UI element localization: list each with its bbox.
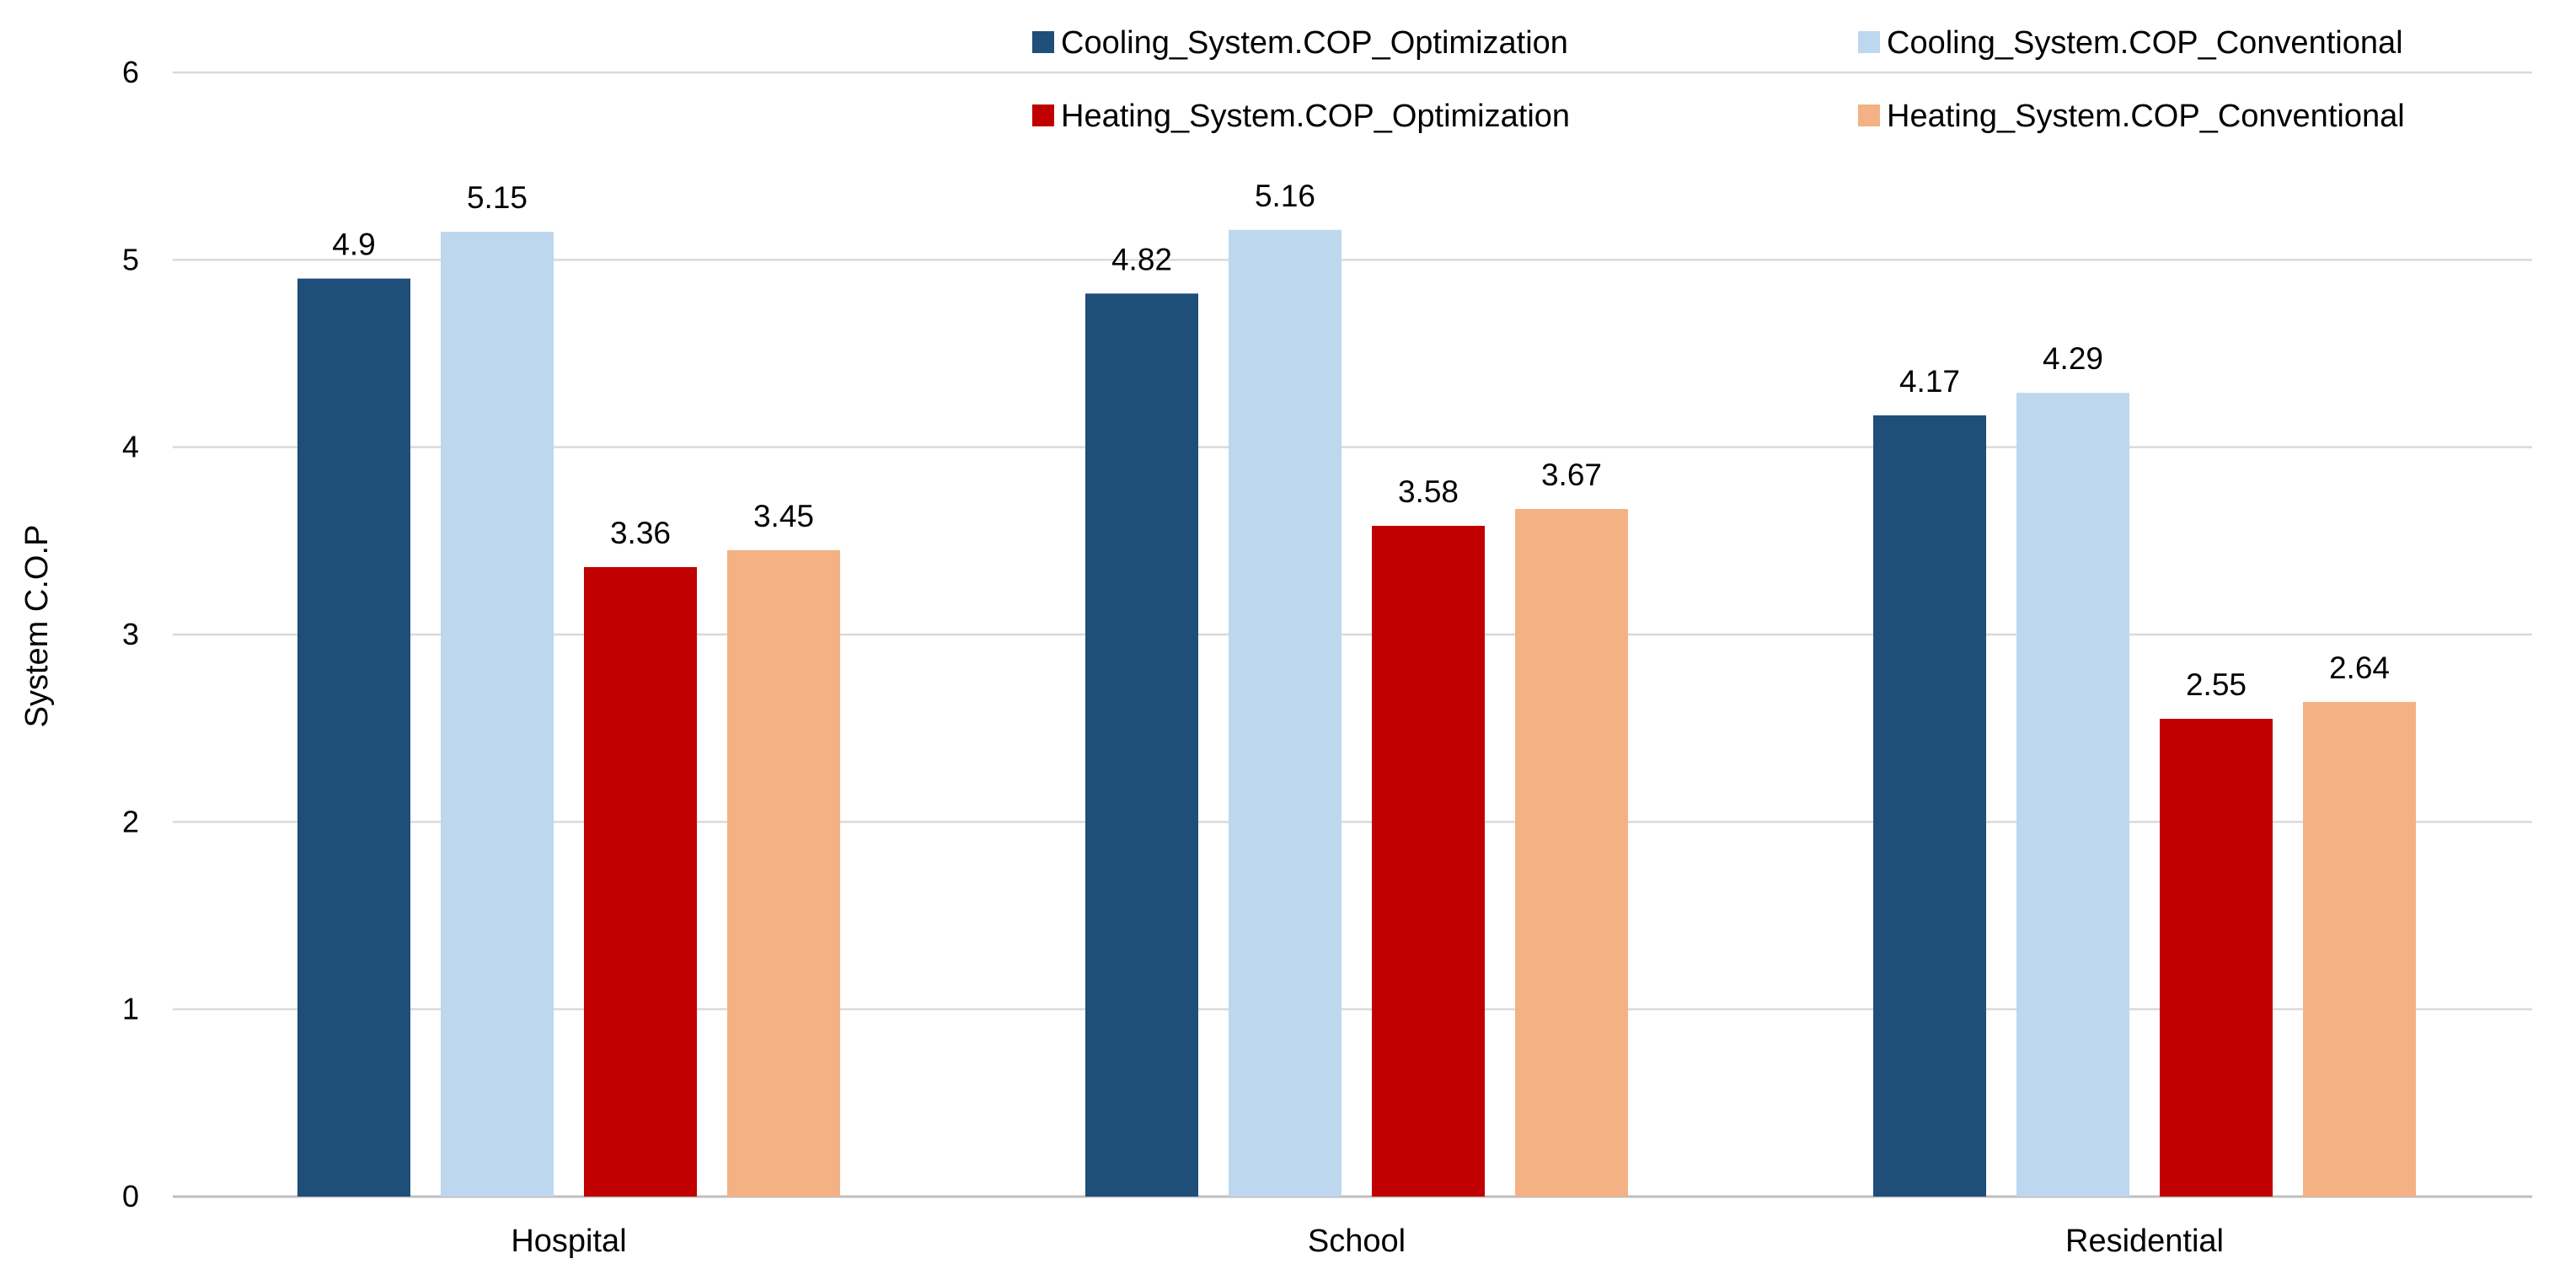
legend-swatch	[1032, 104, 1054, 126]
data-label: 3.58	[1398, 474, 1459, 509]
data-label: 3.45	[753, 499, 814, 533]
y-axis-title: System C.O.P	[19, 525, 55, 728]
y-tick-label: 6	[122, 55, 139, 89]
bar-heating-system-cop-conventional-hospital	[727, 549, 840, 1197]
data-label: 3.36	[610, 516, 671, 550]
bar-cooling-system-cop-conventional-hospital	[441, 231, 554, 1197]
legend-swatch	[1858, 31, 1880, 53]
gridlines	[173, 71, 2532, 1198]
x-category-label: School	[1308, 1224, 1406, 1259]
legend: Cooling_System.COP_Optimization Cooling_S…	[1032, 25, 2405, 134]
legend-label: Heating_System.COP_Conventional	[1887, 99, 2405, 134]
bar-cooling-system-cop-optimization-hospital	[297, 278, 410, 1197]
bar-cooling-system-cop-optimization-residential	[1873, 415, 1986, 1197]
y-tick-label: 1	[122, 992, 139, 1026]
axes: System C.O.P 0 1 2 3 4 5 6 Hospital School Reside…	[19, 55, 2224, 1259]
data-label: 5.16	[1255, 179, 1315, 213]
bar-heating-system-cop-conventional-residential	[2303, 702, 2416, 1197]
data-label: 4.17	[1899, 364, 1960, 399]
bar-cooling-system-cop-optimization-school	[1085, 293, 1198, 1197]
y-tick-label: 2	[122, 804, 139, 838]
legend-label: Heating_System.COP_Optimization	[1061, 99, 1570, 134]
legend-label: Cooling_System.COP_Optimization	[1061, 25, 1568, 61]
data-label: 3.67	[1541, 458, 1602, 492]
bar-heating-system-cop-optimization-residential	[2160, 719, 2273, 1197]
bar-heating-system-cop-optimization-school	[1372, 526, 1485, 1197]
legend-swatch	[1858, 104, 1880, 126]
bar-cooling-system-cop-conventional-school	[1229, 229, 1342, 1197]
bar-heating-system-cop-conventional-school	[1515, 509, 1628, 1197]
data-label: 2.64	[2329, 651, 2390, 685]
data-label: 5.15	[467, 180, 528, 215]
legend-label: Cooling_System.COP_Conventional	[1887, 25, 2403, 61]
data-label: 2.55	[2186, 667, 2247, 702]
bar-cooling-system-cop-conventional-residential	[2016, 393, 2129, 1197]
data-label: 4.9	[332, 228, 375, 262]
y-tick-label: 3	[122, 617, 139, 651]
data-label: 4.82	[1111, 242, 1172, 276]
x-category-label: Residential	[2065, 1224, 2224, 1259]
y-tick-label: 4	[122, 430, 139, 464]
bars	[297, 229, 2416, 1197]
data-labels: 4.9 4.82 4.17 5.15 5.16 4.29 3.36 3.58 2.55 3.45 3…	[332, 179, 2390, 702]
y-tick-label: 5	[122, 242, 139, 276]
bar-heating-system-cop-optimization-hospital	[584, 566, 697, 1197]
x-category-label: Hospital	[511, 1224, 626, 1259]
y-tick-label: 0	[122, 1179, 139, 1213]
data-label: 4.29	[2043, 341, 2103, 376]
legend-swatch	[1032, 31, 1054, 53]
